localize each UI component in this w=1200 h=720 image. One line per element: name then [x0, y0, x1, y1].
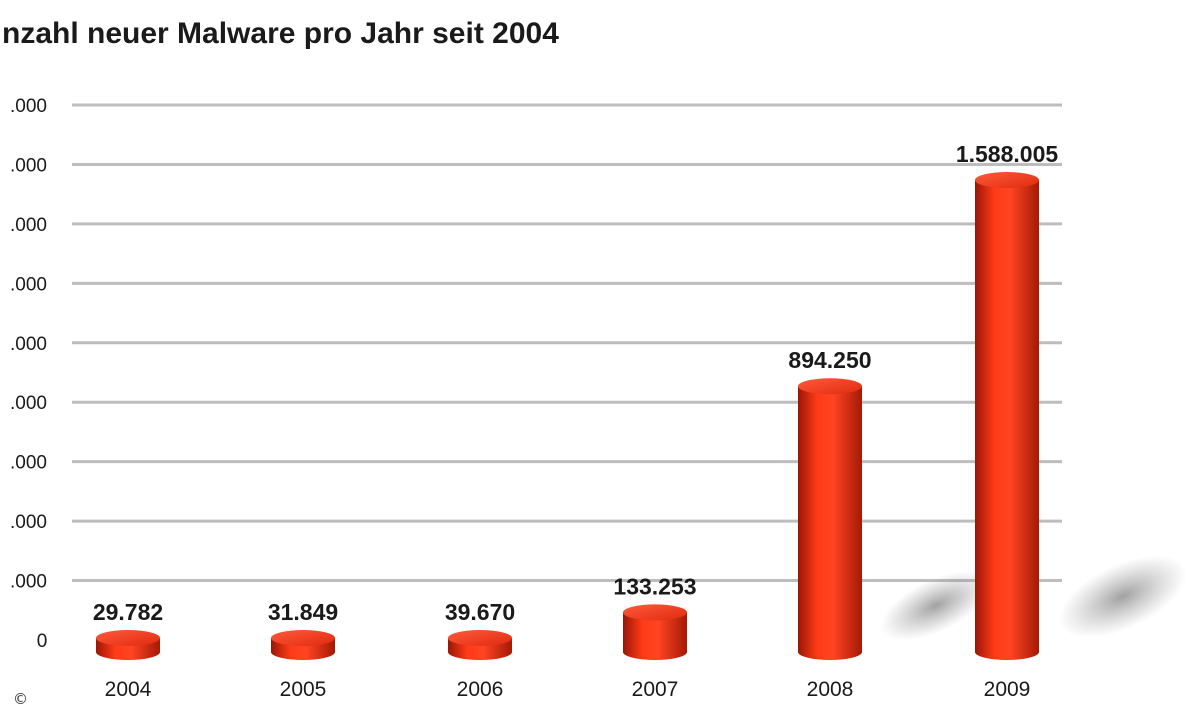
y-tick-label: .000: [10, 572, 47, 593]
value-labels: 29.782 31.849 39.670 133.253 894.250 1.588.00…: [93, 141, 1059, 625]
y-tick-label: .000: [10, 512, 47, 533]
chart-title: nzahl neuer Malware pro Jahr seit 2004: [2, 17, 559, 50]
value-label: 133.253: [613, 573, 696, 599]
y-axis-ticks: 0 .000 .000 .000 .000 .000 .000 .000 .000 .000: [10, 96, 47, 652]
x-tick-label: 2006: [457, 678, 504, 701]
bar-shadow: [880, 570, 993, 641]
y-tick-label: .000: [10, 215, 47, 236]
bar: [271, 630, 335, 660]
y-tick-label: .000: [10, 393, 47, 414]
bar-body: [798, 386, 862, 660]
y-tick-label: 0: [37, 631, 48, 652]
y-tick-label: .000: [10, 334, 47, 355]
bar-cap: [448, 630, 512, 646]
bar-cap: [271, 630, 335, 646]
x-tick-label: 2004: [105, 678, 152, 701]
value-label: 1.588.005: [956, 141, 1059, 167]
bar-shadows: [880, 555, 1187, 641]
bar-cap: [623, 604, 687, 621]
bar: [975, 172, 1039, 660]
value-label: 29.782: [93, 599, 163, 625]
bar-cap: [798, 378, 862, 395]
bar: [96, 630, 160, 660]
x-tick-label: 2009: [984, 678, 1031, 701]
x-tick-label: 2007: [632, 678, 679, 701]
bar-shadow: [1058, 555, 1187, 638]
bars: [96, 172, 1039, 660]
bar-cap: [975, 172, 1039, 189]
bar: [623, 604, 687, 660]
x-tick-label: 2005: [280, 678, 327, 701]
y-tick-label: .000: [10, 155, 47, 176]
y-tick-label: .000: [10, 274, 47, 295]
bar-cap: [96, 630, 160, 646]
bar-body: [975, 180, 1039, 660]
copyright-mark: ©: [13, 690, 28, 708]
y-tick-label: .000: [10, 96, 47, 117]
x-tick-label: 2008: [807, 678, 854, 701]
bar: [798, 378, 862, 660]
gridlines: [72, 103, 1062, 583]
bar: [448, 630, 512, 660]
value-label: 894.250: [788, 347, 871, 373]
value-label: 39.670: [445, 599, 515, 625]
bar-body: [623, 612, 687, 660]
y-tick-label: .000: [10, 453, 47, 474]
x-axis-ticks: 2004 2005 2006 2007 2008 2009: [105, 678, 1031, 701]
value-label: 31.849: [268, 599, 338, 625]
